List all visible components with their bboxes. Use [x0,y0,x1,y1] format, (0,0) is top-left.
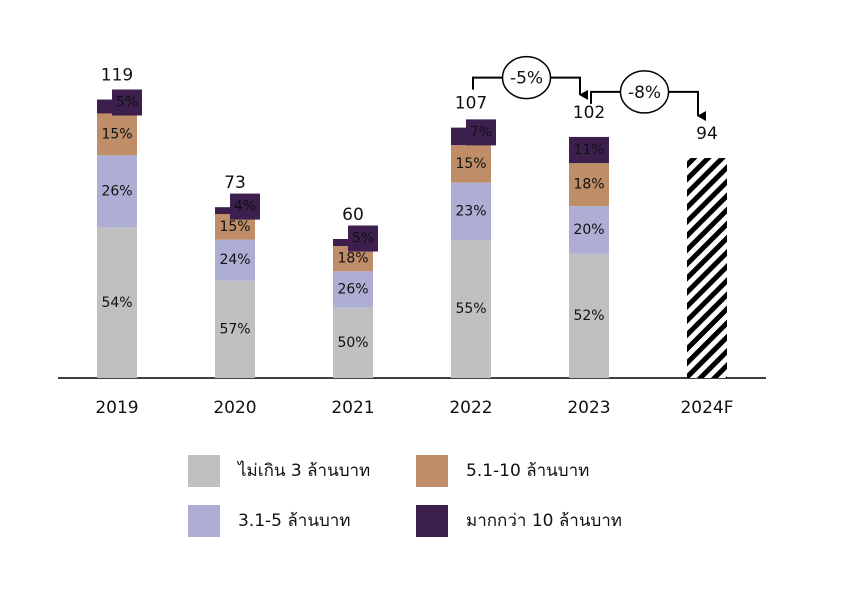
bar-segment [569,206,609,254]
total-label: 107 [455,94,487,114]
total-label: 60 [342,205,364,225]
data-label: 24% [219,252,250,268]
data-label: 15% [455,156,486,172]
legend-swatch [188,505,220,537]
total-label: 119 [101,66,133,86]
data-label: 15% [219,219,250,235]
data-label: 20% [573,222,604,238]
bar-segment [569,253,609,378]
bar-segment [569,136,609,164]
x-tick-label: 2019 [95,398,138,418]
data-label: 5% [116,95,138,111]
bar-segment [333,307,373,378]
data-label: 26% [337,282,368,298]
data-label: 55% [455,301,486,317]
bar-segment [451,240,491,378]
data-label: 7% [470,124,492,140]
forecast-bar [687,158,727,378]
total-label: 102 [573,103,605,123]
legend-label: มากกว่า 10 ล้านบาท [466,511,622,531]
bar-segment [97,113,137,156]
data-label: 18% [337,251,368,267]
legend-swatch [416,505,448,537]
data-label: 18% [573,177,604,193]
data-label: 26% [101,183,132,199]
data-label: 57% [219,321,250,337]
label-box [348,225,378,252]
data-label: 5% [352,231,374,247]
change-label: -8% [628,83,661,103]
data-label: 15% [101,126,132,142]
change-bubble [619,70,670,114]
x-tick-label: 2024F [680,398,733,418]
legend-label: 5.1-10 ล้านบาท [466,461,589,481]
bar-segment [569,163,609,207]
bar-segment [97,155,137,228]
label-box [466,119,496,146]
bar-segment [215,280,255,378]
bar-segment [97,227,137,378]
data-label: 50% [337,335,368,351]
x-tick-label: 2023 [567,398,610,418]
legend-swatch [416,455,448,487]
change-bubble [501,55,552,100]
data-label: 23% [455,203,486,219]
legend-label: 3.1-5 ล้านบาท [238,511,351,531]
bar-segment [451,182,491,241]
data-label: 54% [101,295,132,311]
data-label: 4% [234,199,256,215]
legend-label: ไม่เกิน 3 ล้านบาท [236,460,370,481]
change-label: -5% [510,69,543,89]
data-label: 11% [573,142,604,158]
bar-segment [333,271,373,308]
data-label: 52% [573,308,604,324]
legend-swatch [188,455,220,487]
x-tick-label: 2020 [213,398,256,418]
bar-segment [451,145,491,183]
x-tick-label: 2021 [331,398,374,418]
label-box [112,89,142,116]
label-box [230,193,260,220]
total-label: 73 [224,173,246,193]
x-tick-label: 2022 [449,398,492,418]
total-label: 94 [696,124,718,144]
bar-segment [215,239,255,281]
